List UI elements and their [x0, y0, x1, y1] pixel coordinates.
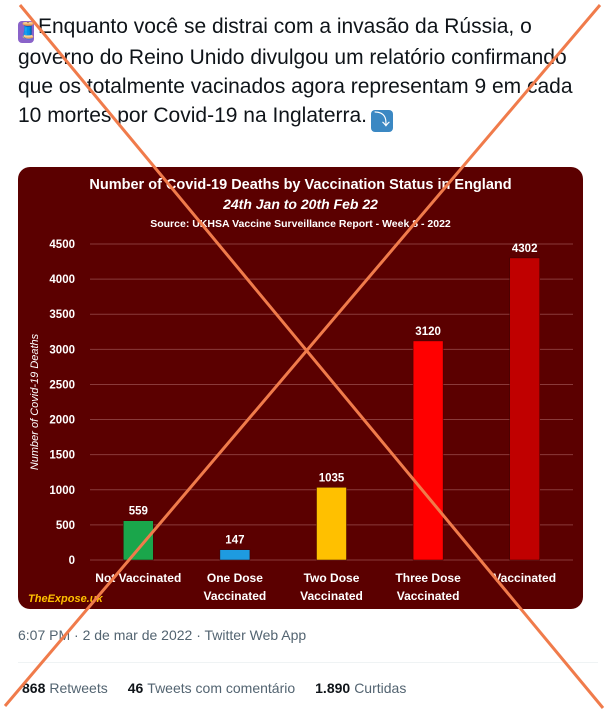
chart-title: Number of Covid-19 Deaths by Vaccination… [89, 177, 511, 193]
chart-image[interactable]: Number of Covid-19 Deaths by Vaccination… [18, 167, 583, 609]
y-tick-label: 500 [56, 520, 75, 532]
tweet-timestamp[interactable]: 6:07 PM · 2 de mar de 2022 · Twitter Web… [18, 627, 307, 643]
x-tick-label: Not Vaccinated [95, 571, 181, 585]
thread-icon: 🧵 [18, 21, 38, 43]
y-tick-label: 2000 [49, 415, 75, 427]
tweet-body: Enquanto você se distrai com a invasão d… [18, 15, 573, 127]
y-tick-label: 1000 [49, 485, 75, 497]
quotes-count: 46 [127, 680, 144, 696]
tweet-stats: 868 Retweets 46 Tweets com comentário 1.89… [22, 680, 406, 696]
quotes-label: Tweets com comentário [147, 680, 296, 696]
chart-subtitle: 24th Jan to 20th Feb 22 [222, 196, 378, 212]
retweets-label: Retweets [49, 680, 108, 696]
x-tick-label: Vaccinated [300, 589, 363, 603]
x-tick-label: One Dose [207, 571, 263, 585]
likes-stat[interactable]: 1.890 Curtidas [315, 680, 406, 696]
watermark: TheExpose.uk [28, 593, 103, 605]
bar [412, 340, 444, 561]
y-tick-label: 1500 [49, 450, 75, 462]
bar-value-label: 559 [129, 506, 148, 518]
y-tick-label: 0 [69, 555, 75, 567]
arrow-down-icon: ⤵ [371, 110, 394, 132]
x-tick-label: Two Dose [304, 571, 360, 585]
y-tick-label: 4500 [49, 239, 75, 251]
retweets-count: 868 [22, 680, 46, 696]
x-tick-label: Vaccinated [493, 571, 556, 585]
likes-label: Curtidas [354, 680, 407, 696]
divider [18, 662, 598, 663]
bar [509, 257, 540, 561]
y-axis-label: Number of Covid-19 Deaths [29, 333, 41, 470]
bar-value-label: 4302 [512, 243, 538, 255]
y-tick-label: 3500 [49, 309, 75, 321]
likes-count: 1.890 [315, 680, 351, 696]
y-tick-label: 2500 [49, 379, 75, 391]
bar-value-label: 147 [225, 535, 244, 547]
bar-value-label: 3120 [415, 326, 441, 338]
x-tick-label: Vaccinated [397, 589, 460, 603]
bar [219, 549, 251, 561]
bar-value-label: 1035 [319, 472, 345, 484]
y-tick-label: 4000 [49, 274, 75, 286]
bar [123, 520, 154, 561]
y-tick-label: 3000 [49, 344, 75, 356]
retweets-stat[interactable]: 868 Retweets [22, 680, 108, 696]
bar [316, 487, 347, 561]
chart-source: Source: UKHSA Vaccine Surveillance Repor… [150, 218, 451, 230]
quotes-stat[interactable]: 46 Tweets com comentário [128, 680, 295, 696]
x-tick-label: Vaccinated [204, 589, 267, 603]
tweet-text: 🧵Enquanto você se distrai com a invasão … [18, 12, 598, 132]
bar-chart: Number of Covid-19 Deaths by Vaccination… [28, 177, 573, 605]
x-tick-label: Three Dose [395, 571, 461, 585]
